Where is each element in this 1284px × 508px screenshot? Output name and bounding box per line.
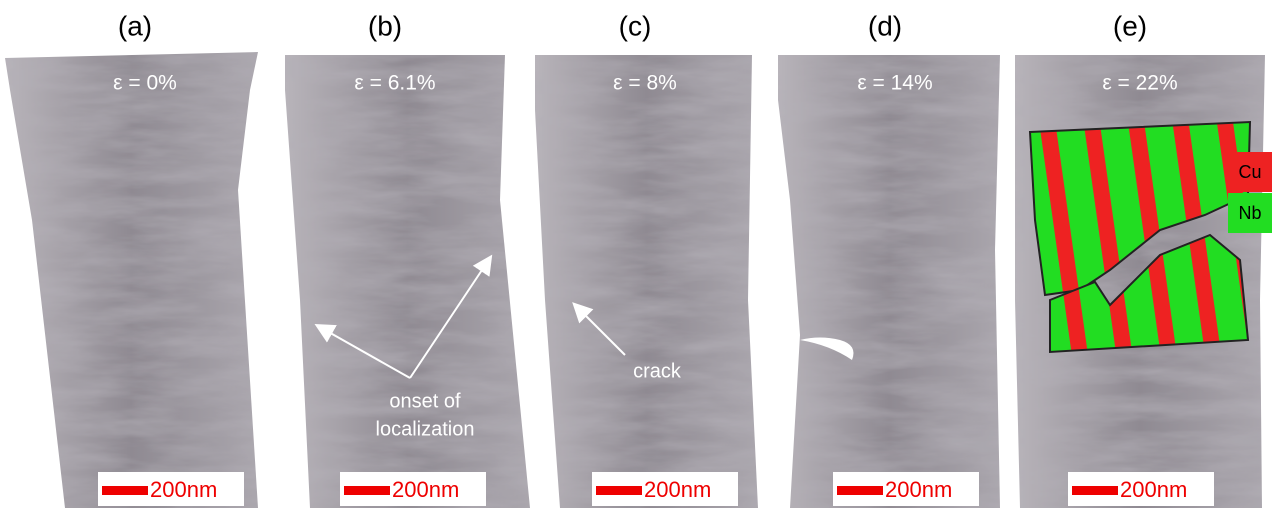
- scale-bar: [837, 486, 883, 495]
- annotation: onset of: [389, 390, 461, 412]
- annotation: crack: [633, 360, 682, 382]
- scale-bar: [344, 486, 390, 495]
- micrograph-a: [5, 52, 258, 508]
- strain-label: ε = 22%: [1102, 72, 1177, 95]
- scale-bar: [102, 486, 148, 495]
- strain-label: ε = 14%: [857, 72, 932, 95]
- legend-nb: Nb: [1238, 203, 1261, 223]
- strain-label: ε = 8%: [613, 72, 677, 95]
- panel-label: (c): [619, 10, 652, 41]
- panel-label: (b): [368, 10, 402, 41]
- scale-bar: [1072, 486, 1118, 495]
- scale-bar-label: 200nm: [1120, 477, 1187, 502]
- panel-label: (e): [1113, 10, 1147, 41]
- panel-label: (a): [118, 10, 152, 41]
- micrograph-d: [778, 55, 1000, 508]
- strain-label: ε = 0%: [113, 72, 177, 95]
- strain-label: ε = 6.1%: [354, 72, 435, 95]
- panel-label: (d): [868, 10, 902, 41]
- annotation: localization: [376, 418, 475, 440]
- micrograph-c: [535, 55, 758, 508]
- figure: Cu Nb onset of localization crack (a) ε =…: [0, 0, 1284, 508]
- scale-bar-label: 200nm: [644, 477, 711, 502]
- legend-cu: Cu: [1238, 162, 1261, 182]
- scale-bar-label: 200nm: [885, 477, 952, 502]
- scale-bar-label: 200nm: [392, 477, 459, 502]
- scale-bar-label: 200nm: [150, 477, 217, 502]
- scale-bar: [596, 486, 642, 495]
